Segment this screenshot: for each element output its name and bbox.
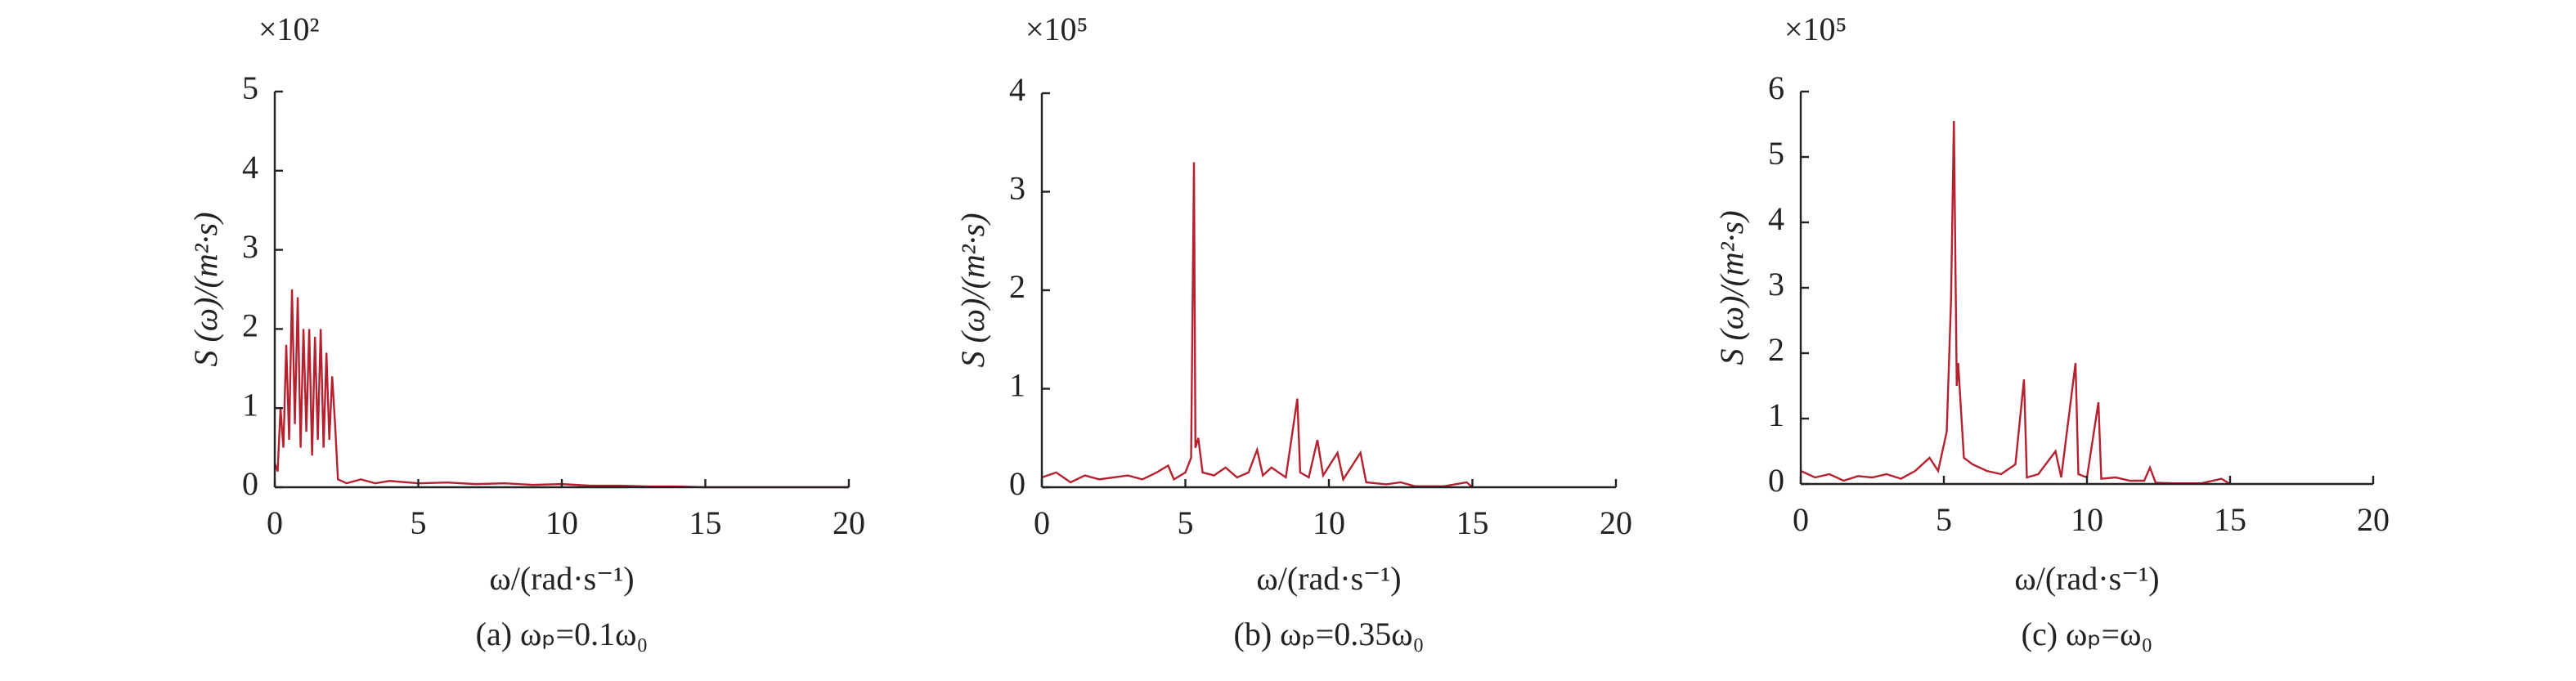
x-tick-label: 5 bbox=[1936, 501, 1952, 538]
x-tick-label: 15 bbox=[689, 504, 722, 541]
y-tick-label: 4 bbox=[1768, 200, 1784, 237]
x-tick-label: 5 bbox=[1178, 504, 1194, 541]
spectrum-line bbox=[1800, 120, 2231, 486]
y-axis-label: S (ω)/(m²·s) bbox=[954, 213, 991, 367]
y-tick-label: 2 bbox=[242, 307, 258, 344]
x-tick-label: 15 bbox=[2214, 501, 2246, 538]
y-tick-label: 3 bbox=[1009, 170, 1025, 207]
multiplier: ×10⁵ bbox=[1025, 11, 1088, 47]
multiplier: ×10² bbox=[258, 11, 320, 47]
y-tick-label: 6 bbox=[1768, 69, 1784, 106]
x-tick-label: 20 bbox=[832, 504, 865, 541]
y-tick-label: 5 bbox=[242, 69, 258, 106]
spectrum-line bbox=[1041, 162, 1474, 488]
caption: (c) ωₚ=ω₀ bbox=[2022, 616, 2153, 652]
x-axis-label: ω/(rad·s⁻¹) bbox=[489, 560, 634, 597]
caption: (b) ωₚ=0.35ω₀ bbox=[1234, 616, 1425, 652]
x-tick-label: 0 bbox=[267, 504, 283, 541]
y-tick-label: 3 bbox=[1768, 266, 1784, 302]
y-tick-label: 0 bbox=[242, 465, 258, 502]
x-axis-label: ω/(rad·s⁻¹) bbox=[2014, 560, 2159, 597]
x-tick-label: 15 bbox=[1456, 504, 1489, 541]
caption: (a) ωₚ=0.1ω₀ bbox=[476, 616, 648, 652]
x-tick-label: 5 bbox=[411, 504, 427, 541]
y-tick-label: 4 bbox=[1009, 71, 1025, 108]
x-tick-label: 10 bbox=[2071, 501, 2103, 538]
y-tick-label: 0 bbox=[1009, 465, 1025, 502]
y-tick-label: 2 bbox=[1009, 268, 1025, 305]
y-tick-label: 5 bbox=[1768, 135, 1784, 172]
y-tick-label: 4 bbox=[242, 149, 258, 186]
x-tick-label: 20 bbox=[1600, 504, 1632, 541]
x-axis-label: ω/(rad·s⁻¹) bbox=[1256, 560, 1401, 597]
y-tick-label: 2 bbox=[1768, 331, 1784, 368]
y-tick-label: 1 bbox=[1768, 397, 1784, 433]
spectrum-line bbox=[273, 289, 849, 489]
x-tick-label: 0 bbox=[1034, 504, 1050, 541]
x-tick-label: 0 bbox=[1793, 501, 1809, 538]
y-tick-label: 1 bbox=[242, 386, 258, 423]
x-tick-label: 10 bbox=[545, 504, 578, 541]
y-tick-label: 0 bbox=[1768, 462, 1784, 499]
y-tick-label: 1 bbox=[1009, 367, 1025, 404]
x-tick-label: 20 bbox=[2357, 501, 2390, 538]
y-axis-label: S (ω)/(m²·s) bbox=[187, 212, 224, 366]
x-tick-label: 10 bbox=[1313, 504, 1345, 541]
y-axis-label: S (ω)/(m²·s) bbox=[1713, 210, 1750, 365]
multiplier: ×10⁵ bbox=[1784, 11, 1847, 47]
y-tick-label: 3 bbox=[242, 228, 258, 265]
